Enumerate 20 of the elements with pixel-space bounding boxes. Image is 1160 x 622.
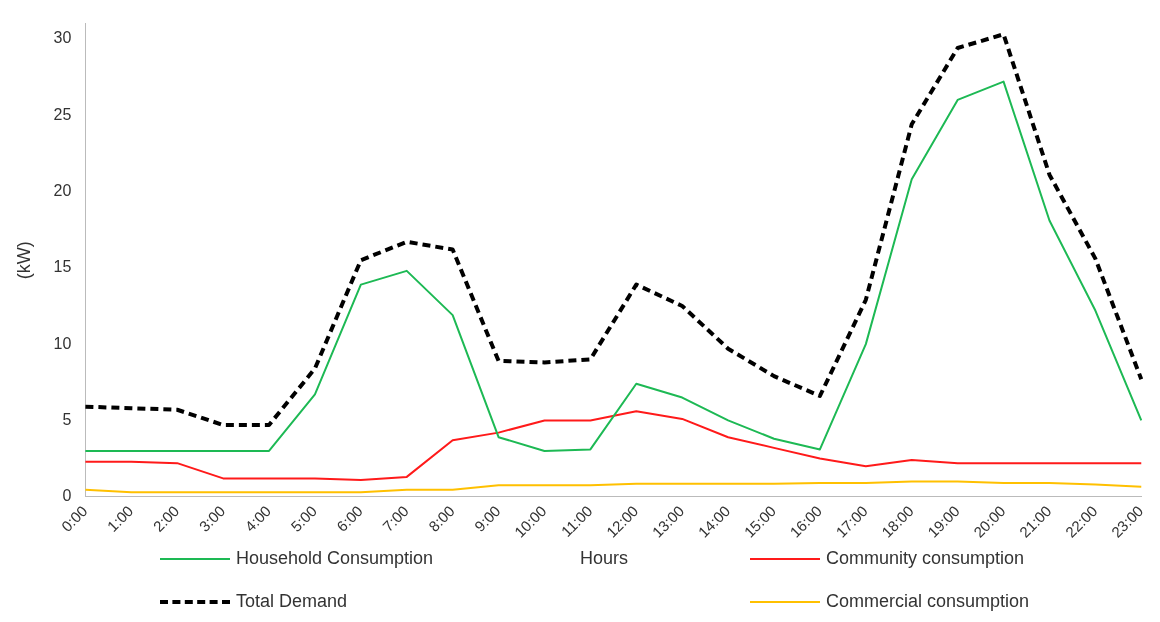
x-tick-label: 9:00: [470, 502, 504, 535]
y-tick-label: 5: [62, 410, 72, 428]
x-tick-label: 4:00: [241, 502, 275, 535]
y-axis-title: (kW): [13, 241, 34, 280]
legend-label: Community consumption: [826, 548, 1025, 569]
legend-label: Total Demand: [236, 591, 348, 612]
legend-label: Commercial consumption: [826, 591, 1030, 612]
y-tick-label: 20: [53, 181, 72, 199]
y-tick-label: 30: [53, 29, 72, 47]
legend-label: Household Consumption: [236, 548, 434, 569]
x-tick-label: 0:00: [57, 502, 91, 535]
x-tick-label: 3:00: [195, 502, 229, 535]
x-tick-label: 7:00: [379, 502, 412, 535]
line-series: [83, 32, 1144, 427]
y-tick-label: 15: [53, 258, 72, 276]
y-tick-label: 10: [53, 334, 72, 352]
x-axis-title: Hours: [580, 548, 629, 569]
x-tick-label: 6:00: [333, 502, 366, 535]
y-tick-label: 0: [62, 487, 72, 505]
y-tick-label: 25: [53, 105, 72, 123]
